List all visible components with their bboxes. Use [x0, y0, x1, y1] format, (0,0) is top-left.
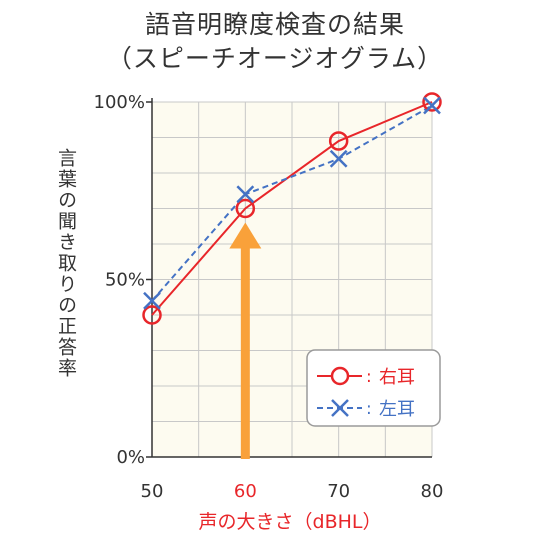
y-tick-label: 100% — [94, 92, 145, 113]
chart-title: 語音明瞭度検査の結果 （スピーチオージオグラム） — [0, 8, 550, 76]
highlight-arrow — [229, 222, 262, 459]
marker-stroke — [236, 185, 255, 204]
x-axis-label: 声の大きさ（dBHL） — [199, 511, 382, 533]
x-tick-label: 70 — [327, 481, 350, 502]
chart-title-line-1: 語音明瞭度検査の結果 — [144, 10, 405, 39]
arrow-head — [229, 222, 262, 249]
series-group — [142, 92, 442, 325]
tick-labels: 100% 50% 0% 50 60 70 80 — [94, 92, 444, 502]
data-point-left-ear — [423, 96, 441, 115]
marker-stroke — [423, 96, 441, 115]
series-line-left-ear — [151, 104, 433, 302]
data-point-left-ear — [143, 291, 161, 310]
legend-right-ear-marker — [330, 366, 350, 386]
arrow-shaft — [240, 246, 250, 459]
chart-title-line-2: （スピーチオージオグラム） — [106, 44, 444, 73]
marker-stroke — [329, 149, 348, 168]
data-point-right-ear — [142, 305, 162, 325]
x-tick-label: 50 — [141, 481, 164, 502]
data-point-left-ear — [236, 185, 255, 204]
legend-box — [306, 349, 441, 427]
legend-left-ear-separator: : — [366, 399, 372, 419]
legend-left-ear-label: 左耳 — [379, 399, 415, 420]
x-tick-label: 60 — [234, 481, 257, 502]
legend-left-ear-marker — [331, 399, 349, 417]
data-point-left-ear — [329, 149, 348, 168]
series-line-right-ear — [151, 101, 433, 316]
x-tick-label: 80 — [421, 481, 444, 502]
legend-right-ear-separator: : — [366, 367, 372, 387]
marker-stroke — [143, 291, 161, 310]
y-tick-label: 50% — [105, 270, 145, 291]
axes — [146, 98, 432, 458]
data-point-right-ear — [422, 92, 442, 112]
y-tick-label: 0% — [116, 447, 145, 468]
y-axis-label: 言葉の聞き取りの正答率 — [55, 148, 77, 379]
legend-right-ear-label: 右耳 — [379, 367, 415, 388]
legend: : 右耳: 左耳 — [306, 349, 441, 427]
data-point-right-ear — [328, 131, 349, 151]
data-point-right-ear — [235, 198, 256, 219]
